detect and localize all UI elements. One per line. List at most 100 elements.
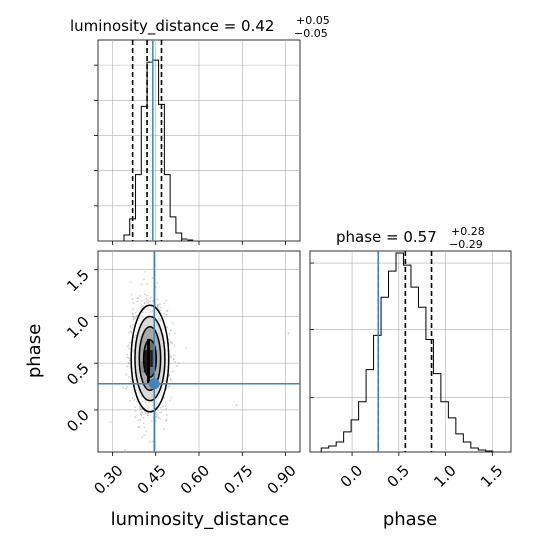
ylabel-phase: phase	[24, 324, 45, 378]
scatter-point	[143, 426, 146, 429]
scatter-point	[140, 305, 143, 308]
scatter-point	[133, 317, 135, 320]
scatter-point	[160, 411, 162, 414]
scatter-point	[140, 408, 143, 410]
scatter-point	[134, 406, 136, 409]
panel-frame	[309, 250, 512, 453]
scatter-point	[172, 370, 174, 373]
truth-marker	[148, 378, 160, 390]
scatter-point	[131, 312, 134, 315]
scatter-point	[140, 411, 143, 414]
contour-line	[138, 325, 162, 392]
scatter-point	[131, 315, 134, 318]
y-tick-label: 1.0	[63, 313, 93, 343]
scatter-point	[152, 300, 154, 303]
density-cell	[147, 338, 150, 384]
y-tick-label: 0.5	[63, 359, 93, 389]
scatter-point	[132, 323, 134, 326]
scatter-point	[130, 376, 132, 379]
scatter-point	[128, 362, 131, 365]
scatter-point	[166, 413, 168, 416]
x-tick-label: 0.30	[90, 462, 126, 498]
scatter-point	[126, 365, 128, 368]
scatter-point	[169, 377, 172, 380]
scatter-point	[147, 464, 149, 466]
scatter-point	[143, 302, 146, 304]
scatter-point	[149, 296, 152, 299]
xlabel-luminosity-distance: luminosity_distance	[111, 509, 290, 530]
scatter-point	[167, 338, 170, 341]
scatter-point	[164, 405, 167, 407]
y-tick-label: 1.5	[63, 266, 93, 296]
scatter-point	[134, 416, 136, 419]
scatter-point	[131, 313, 134, 315]
scatter-point	[152, 440, 154, 443]
scatter-point	[139, 295, 141, 297]
scatter-point	[129, 399, 131, 402]
density-cell	[141, 361, 145, 373]
scatter-point	[139, 418, 142, 421]
title-luminosity-distance: luminosity_distance = 0.42	[70, 17, 274, 36]
scatter-point	[128, 359, 131, 362]
scatter-point	[140, 414, 143, 417]
scatter-point	[173, 358, 175, 360]
scatter-point	[165, 419, 167, 422]
scatter-point	[145, 297, 148, 300]
scatter-point	[155, 414, 158, 417]
scatter-point	[142, 416, 145, 419]
scatter-point	[131, 308, 134, 310]
scatter-point	[136, 400, 139, 403]
x-tick-label: 0.0	[337, 462, 367, 492]
scatter-point	[154, 415, 157, 418]
title-minus-phase: −0.29	[449, 238, 483, 251]
scatter-point	[169, 379, 172, 382]
scatter-point	[155, 420, 157, 423]
scatter-point	[125, 373, 128, 376]
scatter-point	[138, 406, 141, 409]
scatter-point	[129, 341, 132, 344]
contour-line	[130, 304, 170, 413]
scatter-point	[122, 387, 124, 389]
scatter-point	[146, 294, 149, 297]
scatter-point	[147, 302, 150, 304]
scatter-point	[126, 386, 129, 388]
scatter-point	[145, 412, 147, 415]
histogram-steps	[320, 252, 494, 452]
scatter-point	[184, 347, 187, 350]
scatter-point	[127, 357, 130, 360]
scatter-point	[129, 325, 132, 328]
scatter-point	[168, 333, 171, 335]
scatter-point	[134, 316, 137, 319]
scatter-point	[127, 345, 129, 348]
scatter-point	[126, 356, 129, 359]
scatter-point	[139, 408, 142, 411]
scatter-point	[170, 356, 173, 359]
scatter-point	[156, 298, 159, 301]
scatter-point	[170, 354, 172, 357]
scatter-point	[142, 305, 144, 307]
scatter-point	[129, 324, 132, 327]
scatter-point	[163, 396, 166, 399]
histogram-phase: phase = 0.57 +0.28 −0.29 phase 0.0 0.5 1.0…	[309, 225, 512, 530]
scatter-point	[173, 344, 176, 347]
scatter-point	[147, 299, 150, 302]
scatter-point	[165, 313, 168, 316]
xlabel-phase: phase	[383, 509, 437, 530]
scatter-point	[130, 380, 133, 383]
scatter-point	[169, 329, 172, 332]
title-plus-phase: +0.28	[451, 225, 485, 238]
scatter-point	[165, 310, 168, 313]
scatter-point	[157, 305, 159, 308]
contour-line	[142, 339, 158, 378]
histogram-luminosity-distance: luminosity_distance = 0.42 +0.05 −0.05	[70, 14, 330, 245]
scatter-point	[167, 386, 170, 388]
x-tick-label: 0.90	[263, 462, 299, 498]
scatter-point	[158, 303, 161, 306]
scatter-point	[128, 347, 131, 350]
scatter-point	[151, 277, 154, 279]
scatter-point	[165, 418, 168, 421]
scatter-point	[144, 293, 146, 296]
scatter-point	[159, 306, 162, 309]
scatter-point	[172, 358, 175, 361]
